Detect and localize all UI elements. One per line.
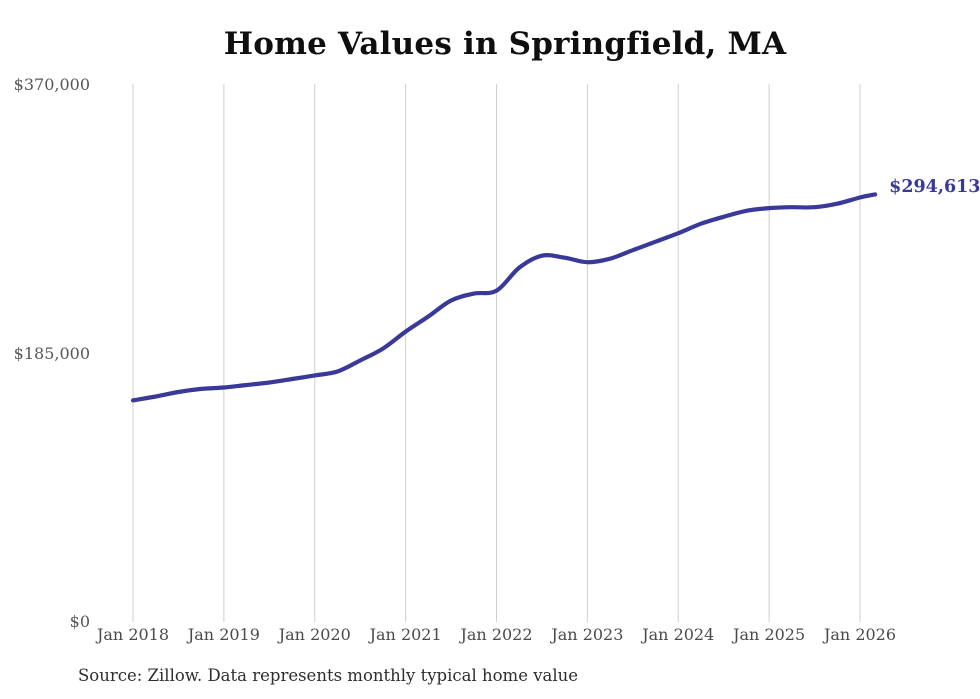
x-tick-label: Jan 2025 <box>733 625 806 644</box>
x-tick-label: Jan 2024 <box>642 625 715 644</box>
home-value-line <box>130 192 878 403</box>
y-tick-label: $370,000 <box>13 75 90 94</box>
source-note: Source: Zillow. Data represents monthly … <box>78 666 579 685</box>
y-tick-label: $0 <box>69 612 90 631</box>
x-tick-label: Jan 2021 <box>369 625 442 644</box>
x-tick-label: Jan 2020 <box>278 625 351 644</box>
x-tick-label: Jan 2026 <box>823 625 897 644</box>
x-tick-label: Jan 2023 <box>551 625 624 644</box>
x-tick-label: Jan 2019 <box>187 625 260 644</box>
chart-title: Home Values in Springfield, MA <box>223 26 787 62</box>
y-tick-label: $185,000 <box>13 343 90 363</box>
x-tick-label: Jan 2018 <box>96 625 170 644</box>
x-tick-label: Jan 2022 <box>460 625 533 644</box>
end-value-label: $294,613 <box>889 177 980 198</box>
